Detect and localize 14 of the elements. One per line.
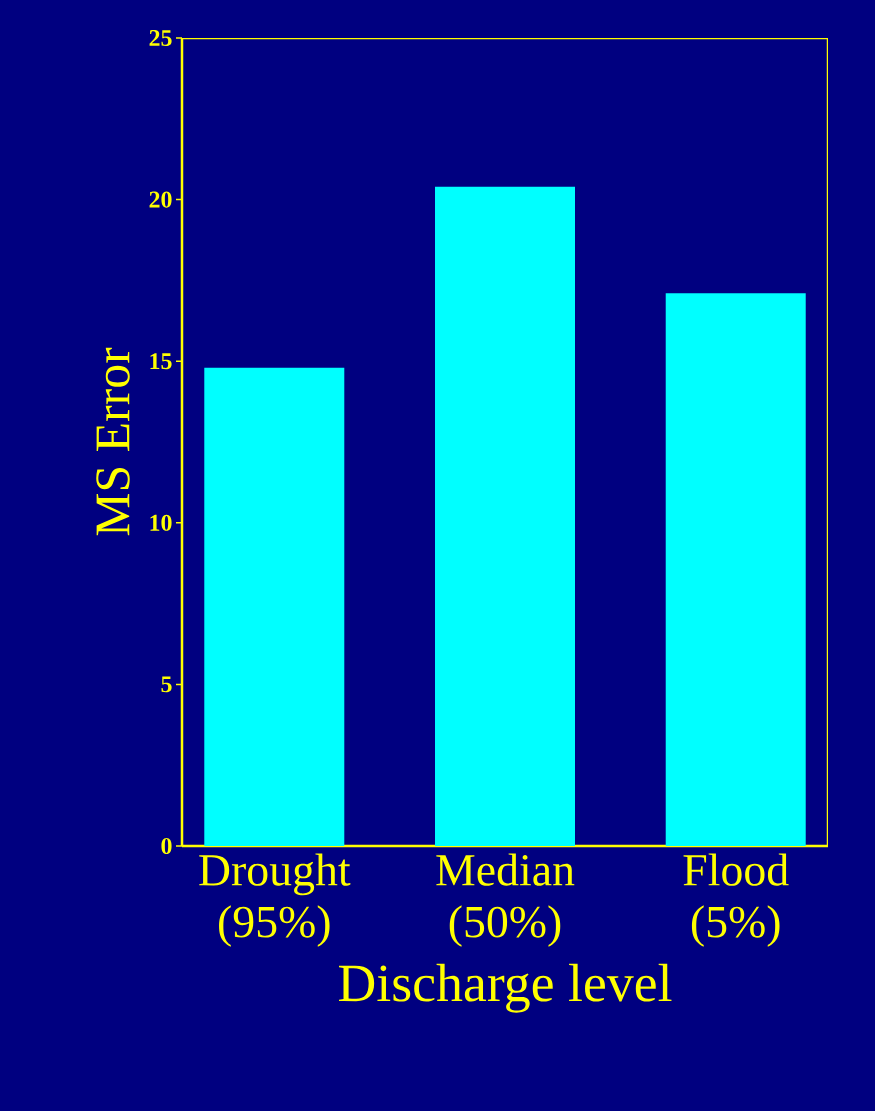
x-tick-label: Drought (95%) [199, 853, 351, 947]
bar [204, 367, 345, 846]
y-tick-label: 20 [149, 191, 172, 208]
y-tick-label: 10 [150, 514, 172, 531]
x-tick-label: Flood (5%) [683, 853, 789, 947]
y-tick-label: 15 [150, 353, 172, 370]
bar [665, 293, 806, 846]
x-axis-title: Discharge level [338, 963, 672, 1013]
y-axis-title: MS Error [96, 347, 130, 536]
y-tick-label: 25 [149, 29, 172, 47]
y-tick-label: 5 [161, 676, 172, 693]
y-tick-label: 0 [161, 837, 172, 855]
x-tick-label: Median (50%) [436, 853, 575, 947]
bar [435, 186, 575, 846]
